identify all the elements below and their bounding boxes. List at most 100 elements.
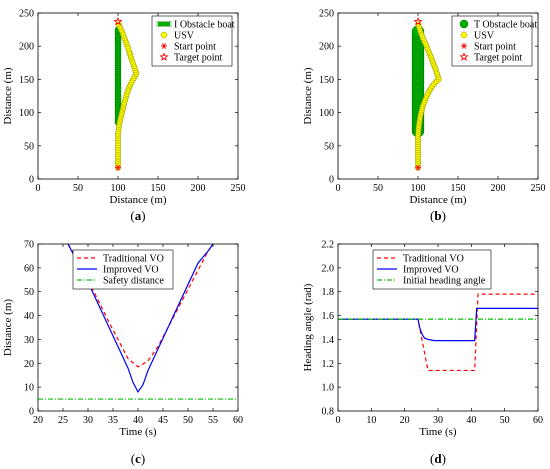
x-axis-label: Distance (m)	[109, 194, 166, 206]
legend-key	[160, 31, 168, 39]
x-axis-label: Time (s)	[419, 426, 457, 438]
y-tick-label: 1.6	[322, 311, 335, 322]
y-tick-label: 70	[24, 240, 34, 251]
y-tick-label: 0	[329, 175, 334, 186]
series-start-point	[115, 164, 121, 171]
y-tick-label: 2.0	[322, 263, 335, 274]
x-tick-label: 60	[233, 415, 243, 426]
legend-label: Improved VO	[103, 265, 159, 276]
legend-start-marker	[461, 43, 467, 49]
series-improved-vo	[338, 307, 538, 342]
plot-area	[38, 244, 238, 400]
y-tick-label: 1.8	[322, 287, 335, 298]
y-tick-label: 1.0	[322, 383, 335, 394]
y-tick-label: 0.8	[322, 407, 335, 418]
y-tick-label: 250	[319, 9, 334, 20]
series-improved-vo	[67, 244, 214, 394]
legend-label: USV	[174, 31, 195, 42]
x-tick-label: 50	[183, 415, 193, 426]
x-tick-label: 20	[33, 415, 43, 426]
legend-key	[156, 21, 172, 27]
legend-boat-outline	[156, 21, 172, 27]
panel-letter: c	[135, 451, 141, 466]
panel-letter: b	[434, 208, 441, 223]
series-traditional-vo	[338, 293, 538, 372]
y-tick-label: 200	[319, 42, 334, 53]
x-tick-label: 150	[451, 183, 466, 194]
y-tick-label: 20	[24, 359, 34, 370]
legend-label: Safety distance	[103, 276, 164, 287]
x-tick-label: 60	[533, 415, 543, 426]
panel-label: (c)	[131, 451, 145, 466]
series-target-point	[113, 16, 123, 26]
legend-label: Start point	[174, 42, 216, 53]
y-tick-label: 2.2	[322, 240, 335, 251]
panel-a: 0 50 100 150 200 250 0 50 100 150 200 250 Distance (…	[2, 9, 246, 224]
x-tick-label: 25	[58, 415, 68, 426]
target-point-marker	[113, 16, 123, 26]
legend-label: Improved VO	[403, 265, 459, 276]
x-tick-label: 0	[36, 183, 41, 194]
series-line	[67, 244, 214, 394]
x-tick-label: 0	[336, 183, 341, 194]
x-tick-label: 35	[108, 415, 118, 426]
start-point-marker	[115, 164, 121, 171]
y-tick-label: 0	[29, 175, 34, 186]
y-tick-label: 50	[324, 141, 334, 152]
legend-key	[159, 52, 169, 61]
y-tick-label: 50	[24, 141, 34, 152]
x-tick-label: 100	[411, 183, 426, 194]
panel-label: (b)	[430, 208, 446, 223]
y-tick-label: 10	[24, 383, 34, 394]
legend-key	[459, 19, 469, 29]
legend-boat-marker	[459, 19, 469, 29]
x-tick-label: 250	[231, 183, 246, 194]
legend-label: USV	[474, 31, 495, 42]
x-tick-label: 40	[466, 415, 476, 426]
legend-key	[459, 52, 469, 61]
legend-label: Start point	[474, 42, 516, 53]
series-target-point	[413, 16, 423, 26]
legend-start-marker	[161, 43, 167, 49]
x-tick-label: 30	[83, 415, 93, 426]
x-tick-label: 150	[151, 183, 166, 194]
y-tick-label: 1.4	[322, 335, 335, 346]
x-tick-label: 100	[111, 183, 126, 194]
x-tick-label: 50	[500, 415, 510, 426]
panel-d: 0 10 20 30 40 50 60 0.8 1.0 1.2 1.4 1.6 1.8 2.0 2.2 Tim…	[302, 240, 543, 467]
series-i-obstacle-boat	[114, 26, 122, 126]
series-line	[67, 244, 214, 368]
x-tick-label: 10	[366, 415, 376, 426]
y-tick-label: 150	[19, 75, 34, 86]
x-tick-label: 200	[191, 183, 206, 194]
plot-area	[411, 16, 442, 171]
legend-label: I Obstacle boat	[174, 20, 235, 31]
panel-label: (d)	[430, 451, 446, 466]
legend-key	[460, 31, 468, 39]
x-tick-label: 50	[373, 183, 383, 194]
y-tick-label: 100	[19, 108, 34, 119]
panel-label: (a)	[130, 208, 145, 223]
legend-label: Target point	[174, 53, 222, 64]
legend-key	[161, 43, 167, 49]
legend-target-marker	[459, 52, 469, 61]
y-tick-label: 1.2	[322, 359, 335, 370]
plot-area	[338, 293, 538, 372]
panel-c: 20 25 30 35 40 45 50 55 60 0 10 20 30 40 50 60 70 Time (s…	[2, 240, 243, 467]
legend-key	[461, 43, 467, 49]
x-tick-label: 20	[400, 415, 410, 426]
y-tick-label: 200	[19, 42, 34, 53]
axes-frame	[337, 12, 539, 180]
axes-frame	[37, 12, 239, 180]
x-tick-label: 45	[158, 415, 168, 426]
panel-letter: d	[434, 451, 442, 466]
legend-label: Target point	[474, 53, 522, 64]
series-start-point	[415, 164, 421, 171]
series-line	[338, 293, 538, 372]
y-tick-label: 250	[19, 9, 34, 20]
y-tick-label: 60	[24, 263, 34, 274]
x-tick-label: 200	[491, 183, 506, 194]
series-traditional-vo	[67, 244, 214, 368]
